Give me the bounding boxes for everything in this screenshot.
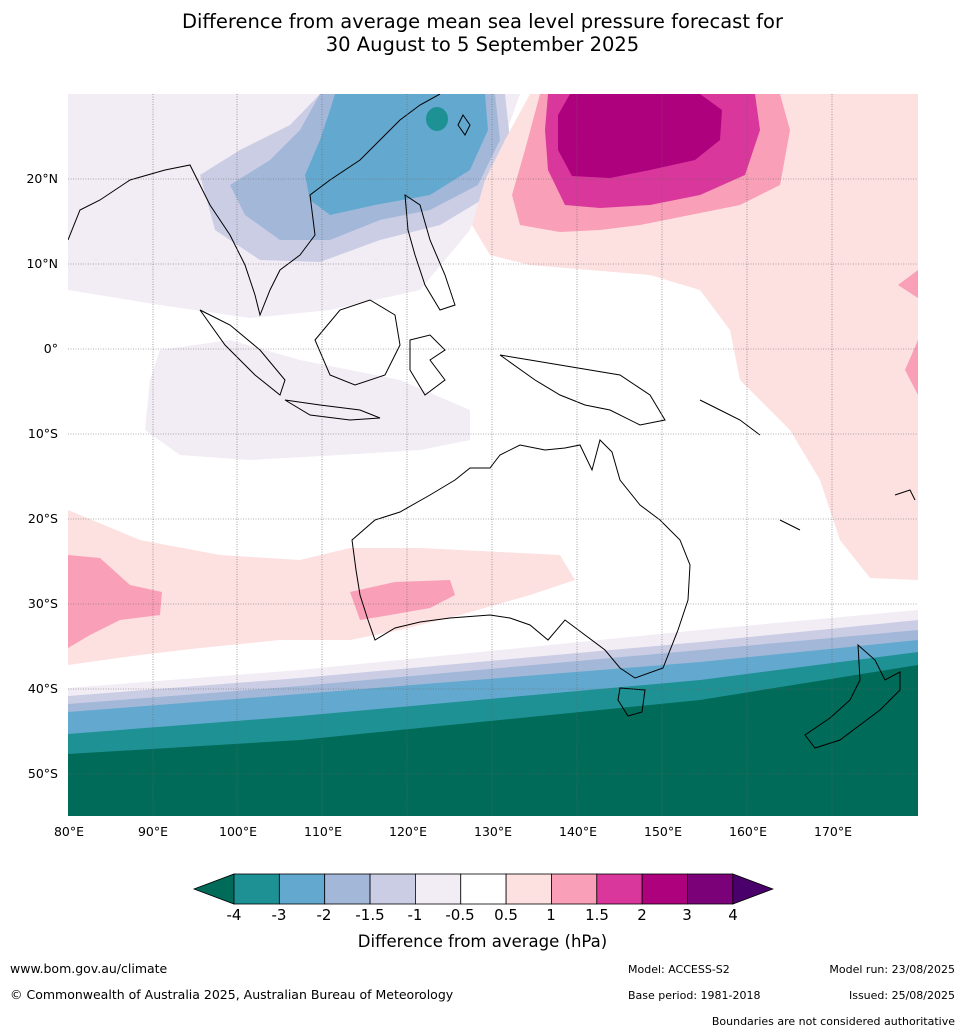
anomaly-region-plus1-south-central [350, 580, 455, 620]
footer-model: Model: ACCESS-S2 [628, 963, 730, 976]
lon-label-100e: 100°E [218, 824, 258, 839]
colorbar-extend-low [192, 873, 235, 905]
footer-copyright: © Commonwealth of Australia 2025, Austra… [10, 987, 454, 1002]
anomaly-region-plus2 [558, 94, 722, 178]
lat-label-20n: 20°N [26, 171, 58, 186]
colorbar-tick-label: 2 [637, 906, 647, 924]
map-title-line2: 30 August to 5 September 2025 [325, 33, 640, 56]
lat-label-10n: 10°N [26, 256, 58, 271]
asia-mainland-coastline [68, 94, 441, 317]
sulawesi-coastline [409, 334, 446, 396]
lon-label-140e: 140°E [558, 824, 598, 839]
anomaly-region-minus4 [426, 107, 448, 131]
colorbar-swatch [369, 873, 416, 905]
anomaly-region-plus0-5-south [68, 510, 575, 665]
colorbar-tick-label: -4 [226, 906, 242, 924]
colorbar-tick-label: 1.5 [585, 906, 609, 924]
pressure-anomaly-field [68, 94, 918, 816]
anomaly-region-below-minus4-south [68, 665, 918, 816]
sumatra-coastline [199, 309, 286, 396]
java-coastline [284, 399, 381, 421]
footer-disclaimer: Boundaries are not considered authoritat… [711, 1015, 955, 1028]
colorbar-swatch [505, 873, 552, 905]
footer-model-run: Model run: 23/08/2025 [829, 963, 955, 976]
pacific-islands-coastline [699, 399, 916, 531]
colorbar-swatch [687, 873, 734, 905]
lon-label-130e: 130°E [473, 824, 513, 839]
lon-label-110e: 110°E [303, 824, 343, 839]
coastlines [68, 94, 916, 749]
colorbar-swatch [278, 873, 326, 905]
anomaly-region-plus1-east-edge [898, 270, 918, 395]
new-zealand-coastline [804, 643, 901, 749]
colorbar-extend-high [732, 873, 774, 905]
footer-issued: Issued: 25/08/2025 [848, 989, 955, 1002]
colorbar-tick-label: 4 [728, 906, 738, 924]
colorbar-tick-label: -1 [407, 906, 423, 924]
lon-label-90e: 90°E [137, 824, 169, 839]
colorbar-swatch [641, 873, 688, 905]
lat-label-50s: 50°S [27, 766, 58, 781]
australia-coastline [351, 439, 691, 679]
lon-label-170e: 170°E [813, 824, 853, 839]
lon-label-80e: 80°E [53, 824, 85, 839]
footer-base-period: Base period: 1981-2018 [628, 989, 761, 1002]
lat-label-10s: 10°S [27, 426, 58, 441]
philippines-coastline [404, 194, 456, 311]
tasmania-coastline [617, 687, 646, 717]
lon-label-150e: 150°E [643, 824, 683, 839]
lat-label-0: 0° [43, 341, 58, 356]
colorbar-tick-label: -0.5 [445, 906, 475, 924]
taiwan-coastline [457, 114, 471, 136]
lat-label-40s: 40°S [27, 681, 58, 696]
footer-website: www.bom.gov.au/climate [10, 961, 168, 976]
lon-label-160e: 160°E [728, 824, 768, 839]
colorbar-tick-label: 1 [546, 906, 556, 924]
gridlines [68, 94, 918, 816]
lat-label-20s: 20°S [27, 511, 58, 526]
colorbar-swatch [596, 873, 643, 905]
colorbar-swatch [233, 873, 280, 905]
colorbar-swatch [414, 873, 462, 905]
colorbar-tick-label: 0.5 [494, 906, 518, 924]
colorbar [192, 873, 774, 905]
colorbar-swatch [324, 873, 371, 905]
colorbar-swatch [460, 873, 507, 905]
anomaly-region-lavender-indian-ocean [145, 340, 470, 460]
anomaly-region-plus1-south-west [68, 555, 162, 648]
lat-label-30s: 30°S [27, 596, 58, 611]
borneo-coastline [314, 299, 401, 386]
colorbar-tick-label: 3 [682, 906, 692, 924]
lon-label-120e: 120°E [388, 824, 428, 839]
colorbar-swatch [551, 873, 598, 905]
colorbar-tick-label: -3 [271, 906, 287, 924]
colorbar-title: Difference from average (hPa) [357, 932, 608, 951]
new-guinea-coastline [499, 354, 666, 426]
colorbar-tick-label: -2 [316, 906, 332, 924]
map-title-line1: Difference from average mean sea level p… [182, 10, 783, 33]
colorbar-tick-label: -1.5 [355, 906, 385, 924]
